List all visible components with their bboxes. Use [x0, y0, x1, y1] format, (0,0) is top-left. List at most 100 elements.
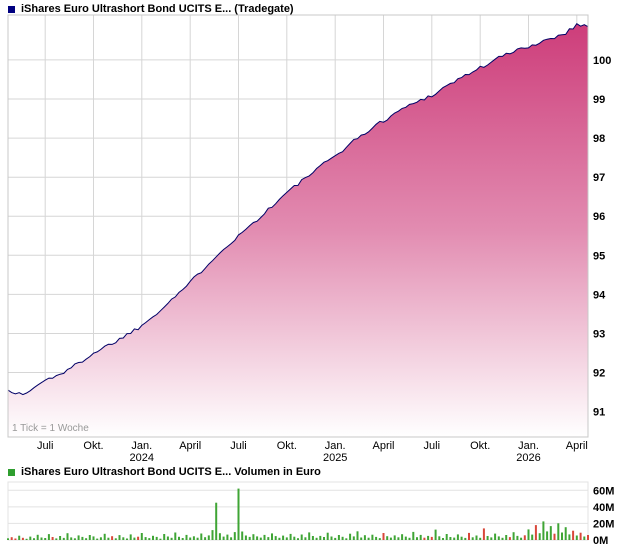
volume-bar: [475, 535, 478, 540]
volume-bar: [271, 533, 273, 540]
volume-bar: [412, 531, 415, 540]
volume-bar: [486, 536, 489, 540]
volume-bar: [561, 532, 563, 540]
price-y-tick-label: 97: [593, 172, 605, 184]
volume-bar: [319, 535, 322, 540]
volume-bar: [345, 538, 348, 540]
volume-bar: [315, 537, 318, 540]
volume-bar: [55, 538, 58, 540]
price-x-tick-label: Jan.: [325, 440, 346, 452]
price-y-tick-label: 95: [593, 250, 605, 262]
volume-bar: [70, 537, 73, 540]
volume-bar: [166, 536, 169, 540]
volume-bar: [304, 537, 307, 540]
volume-bar: [542, 521, 545, 540]
volume-bar: [531, 534, 534, 540]
volume-bar: [14, 538, 17, 540]
volume-bar: [122, 537, 125, 540]
volume-bar: [40, 537, 43, 540]
volume-bar: [152, 535, 154, 540]
volume-bar: [419, 534, 422, 540]
volume-bar: [334, 537, 337, 540]
price-line: [7, 23, 589, 396]
volume-bar: [126, 538, 128, 540]
volume-bar: [137, 536, 140, 540]
volume-bar: [323, 537, 325, 540]
price-x-tick-label: Okt.: [83, 440, 103, 452]
volume-bar: [460, 536, 463, 540]
volume-bar: [33, 538, 35, 540]
volume-bar: [564, 527, 567, 540]
volume-bar: [159, 538, 162, 540]
volume-bar: [367, 537, 370, 540]
volume-bar: [244, 535, 247, 540]
volume-bar: [204, 537, 207, 540]
volume-y-tick-label: 40M: [593, 502, 614, 514]
volume-bar: [427, 535, 430, 540]
volume-legend: iShares Euro Ultrashort Bond UCITS E... …: [8, 466, 321, 478]
volume-bar: [512, 532, 515, 540]
volume-bar: [378, 538, 381, 540]
volume-bar: [442, 538, 444, 540]
volume-bar: [490, 537, 493, 540]
volume-bar: [505, 535, 508, 540]
volume-bar: [579, 532, 582, 540]
volume-bar: [553, 533, 556, 540]
volume-bar: [349, 533, 352, 540]
volume-bar: [341, 536, 344, 540]
volume-bar: [523, 535, 526, 540]
volume-bar: [404, 536, 407, 540]
price-x-tick-label: Jan.: [131, 440, 152, 452]
volume-bar: [114, 538, 117, 540]
volume-bar: [401, 534, 404, 540]
volume-bar: [278, 537, 281, 540]
price-y-tick-label: 91: [593, 407, 605, 419]
volume-bar: [192, 536, 195, 540]
volume-series-swatch: [8, 468, 15, 476]
volume-bar: [456, 534, 459, 540]
volume-bar: [289, 533, 292, 540]
volume-bar: [21, 537, 24, 540]
volume-bar: [274, 536, 277, 540]
volume-y-tick-label: 0M: [593, 535, 608, 546]
volume-bar: [92, 536, 95, 540]
volume-bar: [155, 536, 158, 540]
volume-bar: [583, 536, 586, 540]
price-x-tick-label: Juli: [37, 440, 54, 452]
volume-bar: [516, 535, 519, 540]
volume-bar: [497, 536, 500, 540]
volume-bar: [181, 538, 184, 540]
volume-bar: [445, 534, 448, 540]
price-x-year-label: 2026: [516, 452, 540, 464]
volume-bar: [285, 537, 288, 540]
price-x-tick-label: April: [179, 440, 201, 452]
volume-bar: [233, 532, 236, 540]
volume-y-tick-label: 20M: [593, 518, 614, 530]
price-plot-frame: [7, 14, 589, 438]
volume-bar: [148, 538, 151, 540]
volume-bar: [88, 535, 91, 540]
volume-bar: [557, 523, 560, 540]
volume-bar: [393, 535, 396, 540]
volume-bar: [241, 531, 244, 540]
volume-bar: [386, 536, 389, 540]
volume-bar: [389, 537, 392, 540]
price-y-tick-label: 98: [593, 133, 605, 145]
volume-bar: [29, 536, 32, 540]
price-x-tick-label: Jan.: [518, 440, 539, 452]
volume-bar: [501, 537, 504, 540]
volume-legend-label: iShares Euro Ultrashort Bond UCITS E... …: [21, 466, 321, 478]
volume-bar: [382, 533, 385, 540]
volume-bar: [434, 529, 437, 540]
volume-bar: [230, 537, 233, 540]
price-y-tick-label: 96: [593, 211, 605, 223]
volume-bar: [96, 538, 99, 540]
price-y-tick-label: 94: [593, 289, 606, 301]
volume-bar: [572, 530, 575, 540]
volume-bar: [397, 537, 400, 540]
volume-bar: [129, 534, 132, 540]
volume-bar: [482, 528, 485, 540]
price-legend-label: iShares Euro Ultrashort Bond UCITS E... …: [21, 3, 294, 15]
